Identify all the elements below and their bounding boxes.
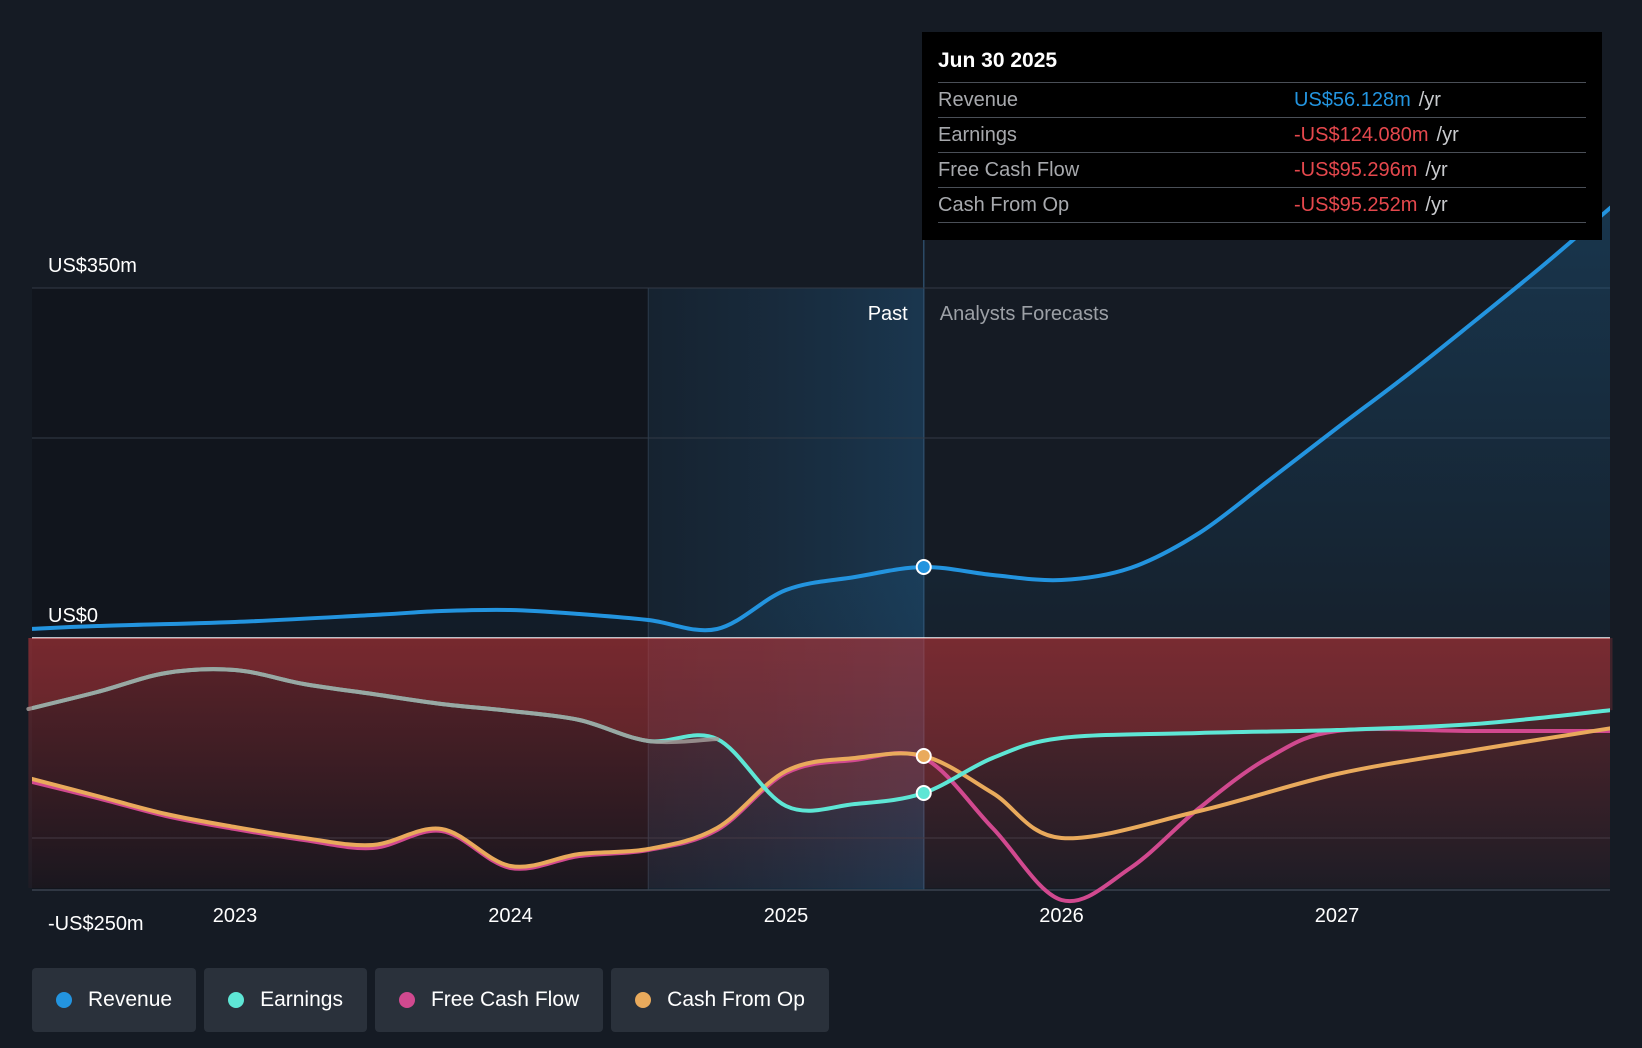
revenue-line	[32, 205, 1610, 633]
cash-from-op-marker	[915, 748, 932, 764]
legend-dot-icon	[56, 992, 72, 1008]
earnings-area	[28, 638, 1613, 811]
x-tick-2027: 2027	[1315, 905, 1360, 927]
tooltip-row-unit: /yr	[1418, 88, 1441, 111]
tooltip-row-label: Cash From Op	[938, 193, 1070, 216]
tooltip-row-unit: /yr	[1425, 193, 1448, 216]
tooltip-row-label: Free Cash Flow	[938, 158, 1080, 181]
earnings-marker	[915, 785, 932, 801]
x-tick-2024: 2024	[488, 905, 533, 927]
x-tick-2025: 2025	[764, 905, 809, 927]
legend-item-revenue[interactable]: Revenue	[32, 968, 197, 1032]
legend-dot-icon	[228, 992, 245, 1008]
legend-item-cash-from-op[interactable]: Cash From Op	[611, 968, 829, 1032]
forecast-label: Analysts Forecasts	[940, 303, 1109, 325]
legend-dot-icon	[635, 992, 652, 1008]
tooltip-row-value: US$56.128m	[1294, 88, 1411, 111]
legend-label: Revenue	[88, 988, 173, 1011]
tooltip-row-unit: /yr	[1425, 158, 1448, 181]
tooltip-row: Earnings -US$124.080m/yr	[938, 117, 1586, 152]
tooltip-row-label: Earnings	[938, 123, 1017, 146]
legend: Revenue Earnings Free Cash Flow Cash From O…	[32, 968, 829, 1032]
legend-label: Free Cash Flow	[430, 988, 580, 1011]
legend-label: Cash From Op	[667, 988, 805, 1011]
y-tick-top: US$350m	[48, 255, 137, 277]
tooltip: Jun 30 2025 Revenue US$56.128m/yr Earnings…	[922, 32, 1602, 240]
legend-item-earnings[interactable]: Earnings	[204, 968, 367, 1032]
tooltip-row-label: Revenue	[938, 88, 1019, 111]
legend-label: Earnings	[260, 988, 343, 1011]
x-tick-2026: 2026	[1039, 905, 1084, 927]
tooltip-row-value: -US$124.080m	[1294, 123, 1429, 146]
tooltip-row: Free Cash Flow -US$95.296m/yr	[938, 152, 1586, 187]
tooltip-date: Jun 30 2025	[938, 49, 1058, 72]
revenue-marker	[915, 559, 932, 575]
earnings-past-line	[26, 667, 720, 745]
x-tick-2023: 2023	[213, 905, 258, 927]
revenue-area	[32, 208, 1610, 638]
tooltip-row-value: -US$95.252m	[1294, 193, 1418, 216]
y-tick-zero: US$0	[48, 605, 98, 627]
tooltip-row: Revenue US$56.128m/yr	[938, 82, 1586, 117]
tooltip-row-unit: /yr	[1436, 123, 1459, 146]
legend-dot-icon	[398, 992, 415, 1008]
tooltip-row-value: -US$95.296m	[1294, 158, 1418, 181]
cash-from-op-line	[32, 726, 1610, 869]
y-tick-bottom: -US$250m	[48, 913, 144, 935]
tooltip-row: Cash From Op -US$95.252m/yr	[938, 187, 1586, 223]
legend-item-free-cash-flow[interactable]: Free Cash Flow	[374, 968, 604, 1032]
past-label: Past	[868, 303, 908, 325]
